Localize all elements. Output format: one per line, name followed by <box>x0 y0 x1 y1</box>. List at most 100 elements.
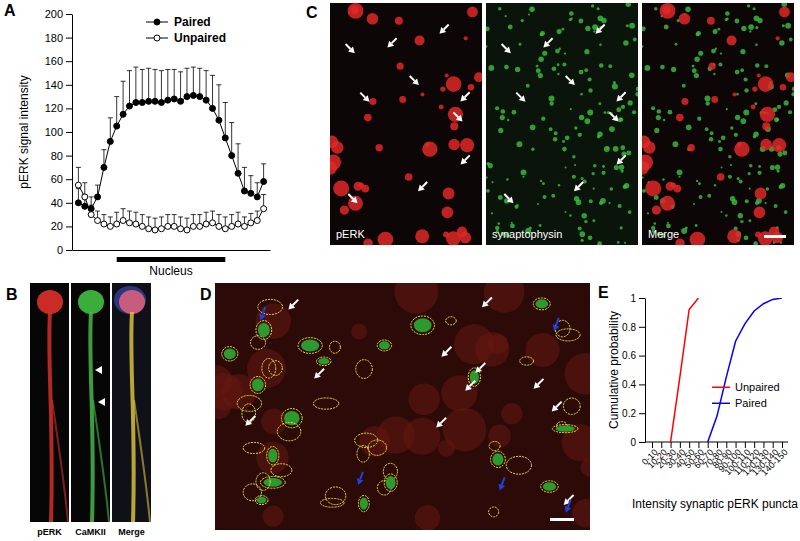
puncta <box>386 476 396 489</box>
error-bar <box>191 67 196 95</box>
marker <box>197 94 203 100</box>
puncta <box>656 115 661 120</box>
puncta <box>623 40 628 45</box>
tick-label: 0.2 <box>622 408 636 419</box>
arrow-shaft <box>453 112 458 117</box>
arrow-shaft <box>465 92 470 97</box>
puncta <box>764 64 768 68</box>
puncta <box>581 177 584 180</box>
puncta <box>677 169 683 175</box>
arrow-shaft <box>410 76 415 81</box>
error-bar <box>153 69 158 101</box>
puncta <box>757 171 761 175</box>
marker <box>254 218 260 224</box>
puncta <box>693 203 695 205</box>
image-tile <box>112 283 151 522</box>
puncta <box>521 19 524 22</box>
marker <box>241 188 247 194</box>
error-line <box>212 75 213 108</box>
error-line <box>161 71 162 103</box>
puncta <box>620 226 623 229</box>
puncta <box>263 478 282 487</box>
error-cap <box>146 68 151 69</box>
puncta <box>609 202 611 204</box>
puncta <box>657 109 662 114</box>
tick-mark <box>66 14 72 15</box>
axis: 0-1010-2020-3030-4040-5050-6060-7070-808… <box>640 442 790 478</box>
image-tile <box>30 283 69 522</box>
error-cap <box>159 216 164 217</box>
error-line <box>225 103 226 138</box>
arrow-shaft <box>360 472 363 480</box>
puncta <box>757 73 761 77</box>
puncta <box>718 147 723 152</box>
panel-e: 00.20.40.60.810-1010-2020-3030-4040-5050… <box>607 293 798 511</box>
puncta <box>704 96 710 102</box>
tick-mark <box>66 179 72 180</box>
puncta <box>727 229 741 243</box>
tick: 0 <box>57 244 72 256</box>
puncta <box>333 180 349 196</box>
marker <box>101 221 107 227</box>
puncta <box>570 17 572 19</box>
error-cap <box>184 218 189 219</box>
puncta <box>735 115 740 120</box>
puncta <box>538 73 543 78</box>
outline <box>256 321 272 340</box>
tick-mark <box>639 356 645 357</box>
puncta <box>623 185 627 189</box>
error-line <box>129 71 130 106</box>
tick-mark <box>639 384 645 385</box>
puncta <box>734 133 738 137</box>
puncta <box>621 105 625 109</box>
marker <box>165 97 171 103</box>
error-line <box>116 97 117 127</box>
puncta <box>782 24 785 27</box>
outline <box>489 507 499 517</box>
error-cap <box>108 117 113 118</box>
marker <box>107 223 113 229</box>
puncta <box>698 51 703 56</box>
puncta <box>591 4 594 7</box>
puncta <box>584 220 587 223</box>
puncta <box>710 131 714 135</box>
tick-label: 160 <box>45 55 63 67</box>
glow <box>443 408 486 451</box>
arrow-shaft <box>504 194 509 199</box>
puncta <box>536 68 541 73</box>
outline <box>243 442 265 453</box>
panel-label: D <box>200 286 212 303</box>
glow <box>394 283 438 314</box>
tick: 160 <box>45 55 72 67</box>
puncta <box>753 241 758 245</box>
error-cap <box>255 182 260 183</box>
puncta <box>748 24 754 30</box>
puncta <box>584 118 590 124</box>
arrow-shaft <box>556 402 562 408</box>
process <box>49 312 52 522</box>
marker <box>235 221 241 227</box>
marker <box>133 221 139 227</box>
panel-label: E <box>598 284 609 301</box>
puncta <box>705 101 709 105</box>
error-bar <box>127 71 132 106</box>
puncta <box>565 167 567 169</box>
puncta <box>593 164 597 168</box>
error-bar <box>184 68 189 96</box>
tick: 80 <box>51 150 72 162</box>
arrow-head <box>348 47 355 54</box>
puncta <box>604 146 610 152</box>
puncta <box>445 73 449 77</box>
outline <box>271 464 292 477</box>
error-cap <box>204 70 209 71</box>
tick-label: 40 <box>51 197 63 209</box>
marker <box>152 98 158 104</box>
error-bar <box>108 118 113 142</box>
error-cap <box>101 214 106 215</box>
image-tile <box>330 3 482 245</box>
puncta <box>741 26 746 31</box>
puncta <box>666 182 675 191</box>
puncta <box>610 187 614 191</box>
puncta <box>330 155 341 171</box>
arrow-head <box>259 314 266 321</box>
